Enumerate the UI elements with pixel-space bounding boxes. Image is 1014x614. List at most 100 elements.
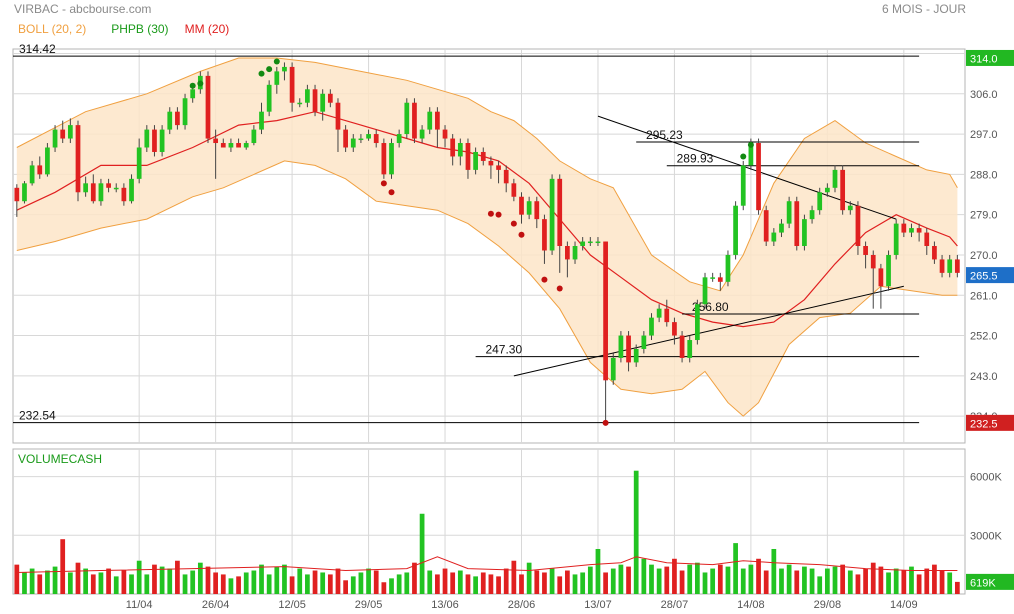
volume-bar <box>702 572 708 594</box>
candle-body <box>282 66 287 72</box>
candle-body <box>870 254 876 269</box>
candle-body <box>549 178 555 251</box>
candle-body <box>228 143 234 148</box>
legend-item: MM (20) <box>185 22 230 36</box>
volume-bar <box>633 470 639 594</box>
volume-bar <box>52 566 58 594</box>
candle-body <box>419 129 425 139</box>
price-tick-label: 270.0 <box>970 250 998 262</box>
chart-title: VIRBAC - abcbourse.com <box>14 2 152 16</box>
x-tick-label: 11/04 <box>126 599 153 611</box>
candle-body <box>740 165 746 206</box>
volume-bar <box>136 560 142 594</box>
candle-body <box>794 201 800 246</box>
candle-body <box>901 223 907 233</box>
volume-title: VOLUMECASH <box>18 452 102 466</box>
volume-bar <box>756 558 761 594</box>
volume-bar <box>542 572 547 594</box>
volume-bar <box>259 564 264 594</box>
candle-body <box>305 89 310 103</box>
volume-bar <box>710 568 716 594</box>
volume-bar <box>335 568 341 594</box>
volume-bar <box>565 570 570 594</box>
volume-bar <box>129 574 134 594</box>
volume-bar <box>412 562 417 594</box>
candle-body <box>488 160 494 166</box>
candle-body <box>496 165 501 170</box>
legend-item: BOLL (20, 2) <box>18 22 86 36</box>
volume-bar <box>190 570 196 594</box>
phpb-marker <box>495 211 502 218</box>
volume-bar <box>717 564 723 594</box>
candle-body <box>679 335 685 358</box>
candle-body <box>320 93 326 112</box>
candle-body <box>519 196 524 215</box>
volume-bar <box>236 576 241 594</box>
candle-body <box>144 129 150 148</box>
volume-panel: 6000K 3000K 619K VOLUMECASH <box>12 448 1014 595</box>
volume-bar <box>511 560 517 594</box>
volume-bar <box>679 570 685 594</box>
candle-body <box>182 98 188 126</box>
candle-body <box>809 210 815 220</box>
volume-bar <box>152 564 157 594</box>
volume-bar <box>603 572 608 594</box>
volume-bar <box>817 576 823 594</box>
price-badge-label: 314.0 <box>970 53 998 65</box>
volume-tick-label: 6000K <box>970 472 1002 484</box>
candle-body <box>312 89 318 112</box>
volume-bar <box>909 566 914 594</box>
price-badge-label: 265.5 <box>970 271 998 283</box>
candle-body <box>220 143 226 148</box>
volume-bar <box>802 566 807 594</box>
candle-body <box>45 147 50 175</box>
phpb-marker <box>388 189 395 196</box>
volume-bar <box>488 574 494 594</box>
price-tick-label: 297.0 <box>970 129 998 141</box>
candle-body <box>756 143 761 211</box>
volume-bar <box>113 576 119 594</box>
phpb-marker <box>273 58 280 65</box>
volume-bar <box>694 562 700 594</box>
support-resistance-levels: 314.42 232.54 295.23 289.93 256.80 247.30 <box>13 42 920 424</box>
price-tick-label: 252.0 <box>970 331 998 343</box>
volume-bar <box>786 564 792 594</box>
candle-body <box>327 93 333 103</box>
price-tick-label: 243.0 <box>970 371 998 383</box>
candle-body <box>190 89 196 99</box>
candle-body <box>121 187 127 202</box>
candle-body <box>779 223 784 233</box>
candle-body <box>924 232 930 246</box>
volume-bar <box>83 568 89 594</box>
candle-body <box>511 183 517 197</box>
volume-badge <box>966 573 1014 590</box>
candle-body <box>603 241 608 381</box>
candle-body <box>733 205 738 255</box>
volume-bar <box>167 568 173 594</box>
volume-bar <box>98 572 104 594</box>
candle-body <box>465 143 471 170</box>
candle-body <box>427 111 433 130</box>
volume-bar <box>847 570 853 594</box>
x-tick-label: 29/05 <box>355 599 383 611</box>
volume-bar <box>480 572 486 594</box>
candle-body <box>213 138 219 144</box>
x-tick-label: 14/09 <box>890 599 918 611</box>
candle-body <box>243 143 249 148</box>
candle-body <box>358 138 364 141</box>
candle-body <box>878 268 884 287</box>
candle-body <box>824 187 830 193</box>
candle-body <box>297 102 303 105</box>
candle-body <box>52 129 58 148</box>
volume-bar <box>60 539 66 594</box>
bollinger-upper <box>16 57 958 292</box>
candle-body <box>37 165 43 175</box>
volume-bar <box>14 564 20 594</box>
candle-body <box>832 169 838 188</box>
candle-body <box>587 241 593 244</box>
phpb-marker <box>541 276 548 283</box>
candle-body <box>450 138 456 157</box>
volume-bar <box>526 562 532 594</box>
volume-bar <box>557 576 563 594</box>
candle-body <box>480 151 486 161</box>
